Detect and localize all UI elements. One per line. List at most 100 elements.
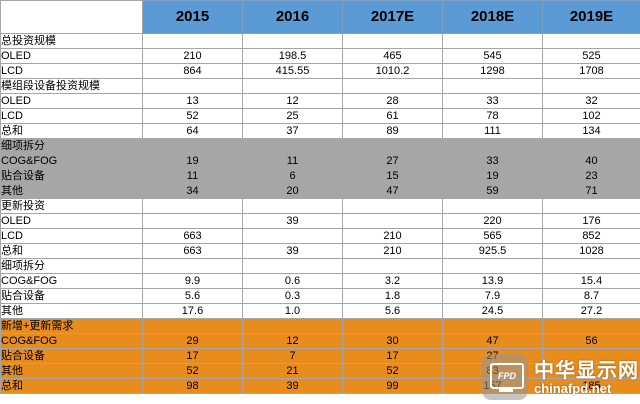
cell-2018e: 7.9 xyxy=(442,288,543,304)
data-table: 2015 2016 2017E 2018E 2019E 总投资规模 OLED 210… xyxy=(0,0,640,394)
cell-2015: 5.6 xyxy=(142,288,243,304)
cell-2018e: 33 xyxy=(442,93,543,109)
cell-2016 xyxy=(242,228,343,244)
cell-2016 xyxy=(242,198,343,214)
row-label: 其他 xyxy=(0,303,143,319)
cell-2015: 52 xyxy=(142,108,243,124)
row-label: 贴合设备 xyxy=(0,288,143,304)
header-2017e: 2017E xyxy=(342,0,443,34)
cell-2019e xyxy=(542,348,640,364)
cell-2016: 415.55 xyxy=(242,63,343,79)
cell-2017e xyxy=(342,138,443,154)
cell-2016: 198.5 xyxy=(242,48,343,64)
header-2019e: 2019E xyxy=(542,0,640,34)
cell-2017e xyxy=(342,78,443,94)
cell-2018e: 925.5 xyxy=(442,243,543,259)
cell-2019e: 71 xyxy=(542,183,640,199)
cell-2019e: 176 xyxy=(542,213,640,229)
row-label: 总和 xyxy=(0,378,143,394)
table-row: 更新投资 xyxy=(0,198,640,214)
cell-2015: 864 xyxy=(142,63,243,79)
cell-2017e: 27 xyxy=(342,153,443,169)
cell-2017e: 61 xyxy=(342,108,443,124)
table-row: COG&FOG 19 11 27 33 40 xyxy=(0,153,640,169)
cell-2015 xyxy=(142,213,243,229)
cell-2016: 39 xyxy=(242,378,343,394)
row-label: OLED xyxy=(0,93,143,109)
cell-2015: 9.9 xyxy=(142,273,243,289)
cell-2017e: 15 xyxy=(342,168,443,184)
watermark-badge-text: FPD xyxy=(490,363,524,389)
table-row: 贴合设备 5.6 0.3 1.8 7.9 8.7 xyxy=(0,288,640,304)
watermark-url: chinafpd.net xyxy=(534,381,612,396)
cell-2018e: 1298 xyxy=(442,63,543,79)
cell-2017e: 17 xyxy=(342,348,443,364)
cell-2018e: 565 xyxy=(442,228,543,244)
cell-2019e: 23 xyxy=(542,168,640,184)
cell-2016: 6 xyxy=(242,168,343,184)
table-row: LCD 663 210 565 852 xyxy=(0,228,640,244)
cell-2019e: 1708 xyxy=(542,63,640,79)
cell-2015 xyxy=(142,318,243,334)
cell-2016: 25 xyxy=(242,108,343,124)
table-row: OLED 39 220 176 xyxy=(0,213,640,229)
cell-2019e: 185 xyxy=(542,378,640,394)
cell-2018e xyxy=(442,198,543,214)
row-label: 新增+更新需求 xyxy=(0,318,143,334)
cell-2015 xyxy=(142,78,243,94)
table-row: 细项拆分 xyxy=(0,258,640,274)
cell-2016: 37 xyxy=(242,123,343,139)
cell-2019e: 134 xyxy=(542,123,640,139)
row-label: 细项拆分 xyxy=(0,138,143,154)
row-label: COG&FOG xyxy=(0,333,143,349)
table-row: 细项拆分 xyxy=(0,138,640,154)
cell-2015: 11 xyxy=(142,168,243,184)
cell-2018e xyxy=(442,33,543,49)
cell-2015: 663 xyxy=(142,243,243,259)
table-row: 其他 34 20 47 59 71 xyxy=(0,183,640,199)
cell-2015: 17.6 xyxy=(142,303,243,319)
cell-2015 xyxy=(142,138,243,154)
cell-2015 xyxy=(142,198,243,214)
row-label: 贴合设备 xyxy=(0,348,143,364)
cell-2016: 0.6 xyxy=(242,273,343,289)
cell-2018e: 220 xyxy=(442,213,543,229)
cell-2018e: 78 xyxy=(442,108,543,124)
cell-2017e: 28 xyxy=(342,93,443,109)
table-row: 其他 17.6 1.0 5.6 24.5 27.2 xyxy=(0,303,640,319)
cell-2015: 52 xyxy=(142,363,243,379)
table-row: 总和 663 39 210 925.5 1028 xyxy=(0,243,640,259)
row-label: OLED xyxy=(0,213,143,229)
table-row: COG&FOG 9.9 0.6 3.2 13.9 15.4 xyxy=(0,273,640,289)
cell-2016: 7 xyxy=(242,348,343,364)
cell-2017e: 210 xyxy=(342,243,443,259)
cell-2017e: 1010.2 xyxy=(342,63,443,79)
cell-2019e xyxy=(542,33,640,49)
cell-2018e: 111 xyxy=(442,123,543,139)
cell-2015: 64 xyxy=(142,123,243,139)
cell-2015: 13 xyxy=(142,93,243,109)
row-label: 其他 xyxy=(0,183,143,199)
table-row: LCD 52 25 61 78 102 xyxy=(0,108,640,124)
cell-2019e xyxy=(542,318,640,334)
cell-2019e xyxy=(542,198,640,214)
cell-2016: 39 xyxy=(242,243,343,259)
cell-2016: 39 xyxy=(242,213,343,229)
table-row: 新增+更新需求 xyxy=(0,318,640,334)
cell-2015: 210 xyxy=(142,48,243,64)
row-label: 总投资规模 xyxy=(0,33,143,49)
cell-2016 xyxy=(242,318,343,334)
row-label: 其他 xyxy=(0,363,143,379)
monitor-icon: FPD xyxy=(482,354,528,400)
row-label: COG&FOG xyxy=(0,153,143,169)
cell-2017e: 5.6 xyxy=(342,303,443,319)
cell-2017e: 30 xyxy=(342,333,443,349)
cell-2019e xyxy=(542,78,640,94)
table-row: 贴合设备 11 6 15 19 23 xyxy=(0,168,640,184)
row-label: 总和 xyxy=(0,123,143,139)
cell-2019e: 852 xyxy=(542,228,640,244)
cell-2019e: 40 xyxy=(542,153,640,169)
cell-2018e: 24.5 xyxy=(442,303,543,319)
row-label: LCD xyxy=(0,228,143,244)
cell-2019e: 27.2 xyxy=(542,303,640,319)
